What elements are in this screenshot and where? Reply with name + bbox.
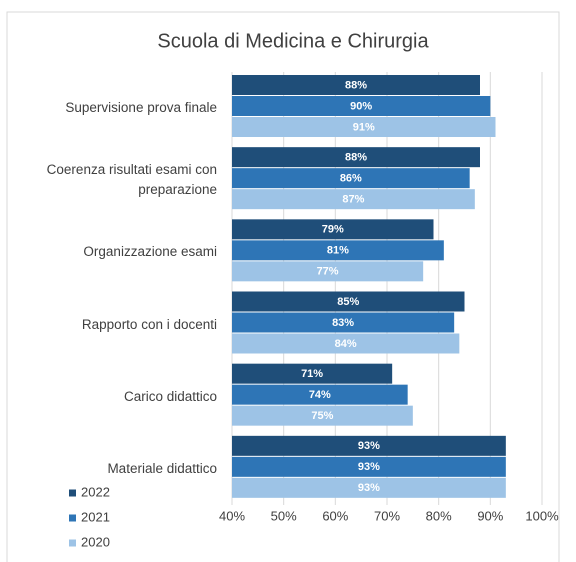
bar xyxy=(232,261,424,282)
category-label: Materiale didattico xyxy=(107,460,217,476)
bar xyxy=(232,291,465,312)
bar xyxy=(232,117,496,137)
value-label: 93% xyxy=(358,482,380,494)
x-tick-label: 70% xyxy=(374,508,400,523)
x-tick-label: 60% xyxy=(322,508,348,523)
value-label: 84% xyxy=(335,338,357,350)
value-label: 87% xyxy=(342,194,364,206)
bar xyxy=(232,168,470,189)
legend-swatch xyxy=(69,514,76,522)
legend-label: 2021 xyxy=(81,509,110,524)
value-label: 79% xyxy=(322,224,344,236)
x-tick-label: 50% xyxy=(271,508,297,523)
legend-label: 2020 xyxy=(81,534,110,549)
value-label: 93% xyxy=(358,461,380,473)
x-tick-label: 100% xyxy=(525,508,559,523)
category-label: Supervisione prova finale xyxy=(65,100,217,116)
x-tick-label: 80% xyxy=(426,508,452,523)
x-tick-label: 40% xyxy=(219,508,245,523)
value-label: 77% xyxy=(317,266,339,278)
value-label: 71% xyxy=(301,368,323,380)
bar xyxy=(232,477,506,498)
value-label: 88% xyxy=(345,152,367,164)
bar xyxy=(232,219,434,240)
value-label: 93% xyxy=(358,440,380,452)
bar xyxy=(232,240,444,261)
bar xyxy=(232,189,475,210)
bar xyxy=(232,147,480,168)
value-label: 74% xyxy=(309,389,331,401)
value-label: 81% xyxy=(327,245,349,257)
value-label: 85% xyxy=(337,296,359,308)
legend-swatch xyxy=(69,539,76,547)
category-label: Carico didattico xyxy=(123,388,217,404)
value-label: 91% xyxy=(353,121,375,133)
bar xyxy=(232,405,413,426)
value-label: 83% xyxy=(332,317,354,329)
value-label: 86% xyxy=(340,173,362,185)
value-label: 90% xyxy=(350,100,372,112)
bar xyxy=(232,435,506,456)
bar xyxy=(232,363,393,384)
legend-swatch xyxy=(69,489,76,497)
value-label: 88% xyxy=(345,79,367,91)
chart-title: Scuola di Medicina e Chirurgia xyxy=(157,30,429,52)
bar xyxy=(232,75,480,95)
x-tick-label: 90% xyxy=(477,508,503,523)
bar xyxy=(232,96,491,116)
category-label: Organizzazione esami xyxy=(83,244,217,260)
category-label: Rapporto con i docenti xyxy=(81,316,217,332)
bar xyxy=(232,312,455,333)
legend-label: 2022 xyxy=(81,484,110,499)
bar xyxy=(232,384,408,405)
bar xyxy=(232,456,506,477)
value-label: 75% xyxy=(311,410,333,422)
bar xyxy=(232,333,460,354)
category-label: Coerenza risultati esami con preparazion… xyxy=(46,162,217,198)
